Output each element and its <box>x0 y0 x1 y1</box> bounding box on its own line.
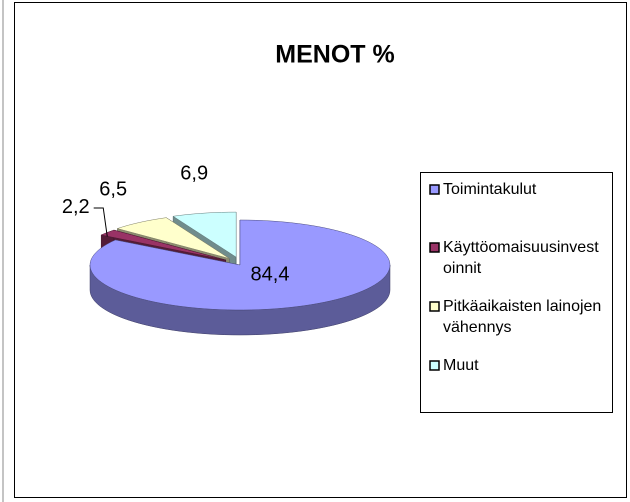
data-label: 6,9 <box>180 162 208 184</box>
legend-label-line: oinnit <box>443 260 482 277</box>
slice-top <box>172 211 237 258</box>
legend-swatch <box>429 301 440 312</box>
legend-swatch <box>429 242 440 253</box>
legend-label: Pitkäaikaisten lainojen vähennys <box>443 298 601 336</box>
legend-label-line: vähennys <box>443 319 512 336</box>
pie-slice <box>89 219 391 336</box>
slice-top <box>116 217 230 259</box>
legend-swatch <box>429 360 440 371</box>
slice-top <box>100 229 226 261</box>
legend-label: Käyttöomaisuusinvest oinnit <box>443 239 599 277</box>
leader-line <box>93 207 108 237</box>
legend-label: Muut <box>443 357 479 374</box>
data-label: 6,5 <box>99 178 127 200</box>
slice-top <box>89 219 391 311</box>
legend-label: Toimintakulut <box>443 181 537 198</box>
legend-swatch <box>429 184 440 195</box>
data-label: 84,4 <box>251 263 290 285</box>
legend-label-line: Pitkäaikaisten lainojen <box>443 298 601 315</box>
data-label: 2,2 <box>62 196 90 218</box>
legend-box <box>420 172 613 413</box>
legend-label-line: Käyttöomaisuusinvest <box>443 239 599 256</box>
chart-title: MENOT % <box>275 41 394 69</box>
